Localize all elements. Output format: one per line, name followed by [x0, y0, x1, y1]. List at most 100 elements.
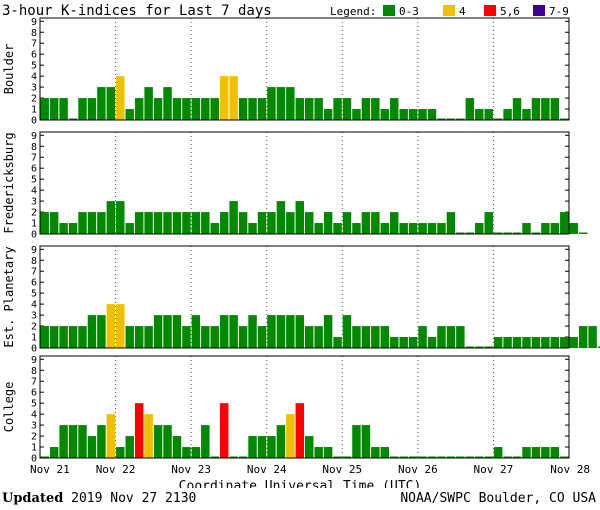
bar — [305, 98, 314, 120]
bar — [446, 326, 456, 348]
bar — [210, 98, 219, 120]
bar — [295, 98, 304, 120]
bar — [456, 456, 465, 458]
x-tick-label: Nov 21 — [30, 463, 70, 476]
bar — [276, 87, 286, 120]
bar — [522, 447, 531, 458]
bar — [49, 98, 59, 120]
y-tick-label: 7 — [31, 267, 37, 278]
panel-name: Est. Planetary — [2, 246, 16, 347]
bar — [97, 425, 106, 458]
bar — [125, 436, 134, 458]
bar — [116, 304, 125, 348]
bar — [59, 425, 68, 458]
y-tick-label: 5 — [31, 175, 37, 186]
bar — [361, 425, 371, 458]
bar — [437, 326, 446, 348]
y-tick-label: 4 — [31, 186, 37, 197]
y-tick-label: 6 — [31, 164, 37, 175]
bar — [578, 326, 588, 348]
bar — [465, 456, 475, 458]
bar — [238, 98, 248, 120]
legend-swatch-1 — [383, 5, 395, 16]
panels: 0123456789Boulder0123456789Fredericksbur… — [2, 17, 600, 465]
bar — [427, 456, 437, 458]
y-tick-label: 2 — [31, 208, 37, 219]
bar — [323, 212, 333, 234]
panel-border — [39, 245, 570, 349]
bar — [40, 212, 49, 234]
panel-border — [39, 131, 570, 235]
bar — [153, 212, 163, 234]
bar — [427, 337, 437, 348]
bar — [550, 337, 560, 348]
bar — [560, 337, 569, 348]
bar — [531, 447, 541, 458]
y-tick-label: 7 — [31, 153, 37, 164]
bar — [380, 326, 390, 348]
y-tick-label: 5 — [31, 399, 37, 410]
bar — [597, 346, 600, 348]
k-index-chart: 3-hour K-indices for Last 7 days Legend:… — [2, 3, 600, 488]
bar — [456, 232, 465, 234]
bar — [257, 212, 267, 234]
y-tick-label: 2 — [31, 432, 37, 443]
bar — [172, 98, 182, 120]
bar — [399, 109, 408, 120]
bar — [323, 315, 333, 348]
bar — [106, 304, 116, 348]
bar — [295, 403, 304, 458]
y-tick-label: 9 — [31, 131, 37, 142]
bar — [267, 212, 276, 234]
bar — [201, 326, 210, 348]
bar — [352, 109, 361, 120]
y-tick-label: 0 — [31, 344, 37, 355]
bar — [560, 118, 569, 120]
bar — [87, 98, 97, 120]
bar — [248, 223, 257, 234]
y-tick-label: 0 — [31, 116, 37, 127]
bar — [541, 447, 550, 458]
bar — [59, 326, 68, 348]
bar — [399, 337, 408, 348]
bar — [78, 212, 87, 234]
bar — [503, 456, 512, 458]
bar — [68, 425, 78, 458]
bar — [512, 337, 522, 348]
bar — [484, 109, 493, 120]
bar — [408, 337, 418, 348]
y-tick-label: 1 — [31, 443, 37, 454]
bar — [512, 456, 522, 458]
bar — [522, 337, 531, 348]
bar — [97, 87, 106, 120]
bar — [134, 326, 144, 348]
y-tick-label: 6 — [31, 278, 37, 289]
bar — [97, 212, 106, 234]
panel-frame — [39, 17, 570, 121]
y-tick-label: 1 — [31, 105, 37, 116]
bar — [314, 447, 323, 458]
y-tick-label: 9 — [31, 245, 37, 256]
bar — [97, 315, 106, 348]
bar — [238, 326, 248, 348]
bar — [493, 337, 503, 348]
panel-name: College — [2, 382, 16, 433]
bar — [182, 447, 191, 458]
bar — [560, 212, 569, 234]
bar — [342, 315, 352, 348]
bar — [78, 98, 87, 120]
bar — [248, 315, 257, 348]
bar — [49, 326, 59, 348]
bar — [210, 326, 219, 348]
bar — [68, 326, 78, 348]
bar — [49, 212, 59, 234]
y-tick-label: 1 — [31, 219, 37, 230]
bar — [550, 447, 560, 458]
bar — [550, 223, 560, 234]
bar — [475, 456, 484, 458]
y-tick-label: 1 — [31, 333, 37, 344]
bar — [323, 109, 333, 120]
bar — [352, 425, 361, 458]
